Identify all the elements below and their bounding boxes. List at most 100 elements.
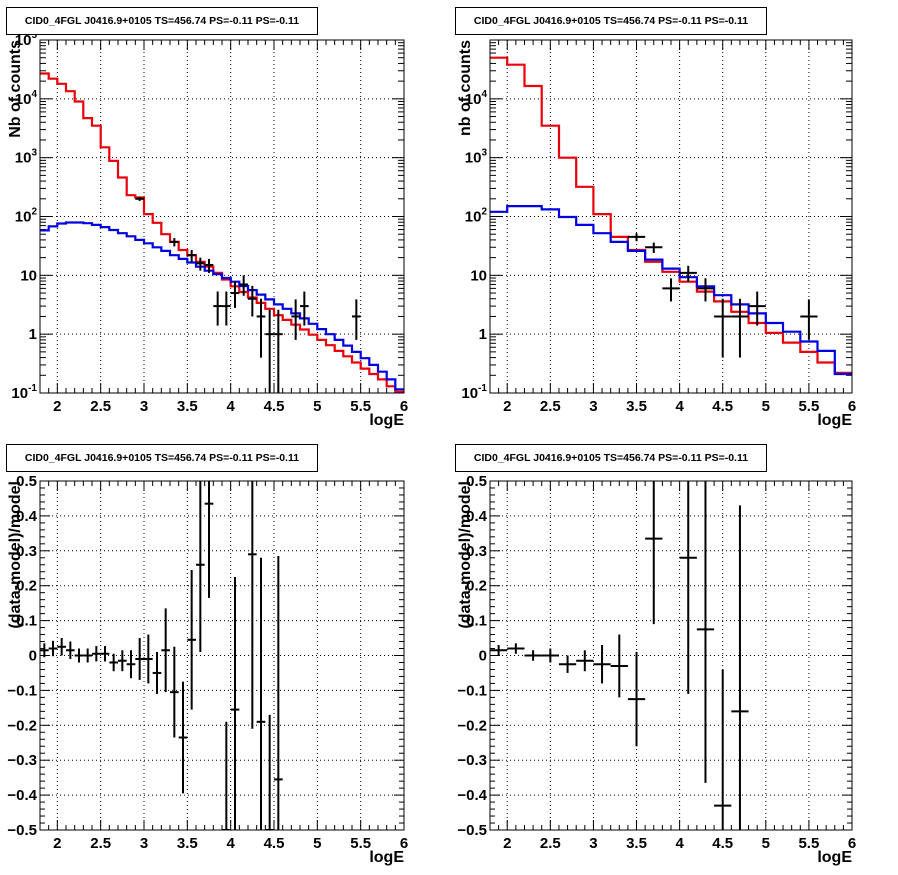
data-point: [126, 650, 136, 679]
y-axis-label: nb of counts: [457, 40, 474, 136]
y-tick-label: 0.5: [16, 473, 37, 490]
y-tick-label: −0.1: [7, 682, 37, 699]
y-tick-label: 0.1: [16, 613, 37, 630]
data-point: [593, 645, 611, 684]
data-point: [213, 291, 222, 326]
counts-panel-coarse-bins: 2 2.5 3 3.5 4 4.5 5 5.5 610-1110102103104logEnb …: [457, 39, 856, 429]
data-point: [524, 650, 542, 661]
x-tick-label: 6: [848, 835, 856, 852]
y-tick-label: 0.3: [16, 543, 37, 560]
y-tick-label: −0.3: [7, 752, 37, 769]
data-point: [222, 721, 231, 830]
data-point: [170, 238, 179, 247]
y-tick-label: 102: [15, 207, 38, 226]
x-tick-label: 4: [226, 398, 235, 415]
plot-area: [490, 481, 749, 830]
y-tick-label: 0: [29, 648, 37, 665]
y-tick-label: 0.4: [16, 508, 38, 525]
data-point: [204, 258, 214, 273]
y-axis-label: (data-model)/model: [457, 481, 474, 629]
data-point: [274, 556, 283, 830]
data-point: [300, 291, 309, 326]
x-tick-label: 2.5: [90, 398, 111, 415]
data-point: [144, 634, 153, 684]
x-tick-label: 5.5: [350, 835, 371, 852]
x-tick-label: 2: [53, 398, 61, 415]
data-point: [178, 681, 188, 794]
x-axis-label: logE: [817, 412, 852, 429]
y-tick-label: −0.3: [457, 752, 487, 769]
data-point: [256, 298, 266, 358]
x-tick-label: 3: [140, 398, 148, 415]
data-point: [696, 278, 715, 302]
y-axis-label: Nb of counts: [7, 40, 24, 138]
panel-title-bottom-right: CID0_4FGL J0416.9+0105 TS=456.74 PS=-0.1…: [455, 444, 767, 472]
data-point: [662, 278, 680, 302]
x-tick-label: 5.5: [798, 398, 819, 415]
x-tick-label: 4.5: [712, 835, 733, 852]
data-point: [507, 643, 525, 654]
data-point: [800, 299, 818, 340]
x-tick-label: 3.5: [626, 398, 647, 415]
background-model-histogram: [40, 221, 404, 391]
data-point: [610, 634, 628, 698]
x-tick-label: 5: [762, 398, 770, 415]
data-point: [187, 249, 196, 262]
data-point: [230, 576, 240, 830]
x-tick-label: 6: [400, 398, 408, 415]
x-tick-label: 4.5: [712, 398, 733, 415]
x-tick-label: 3.5: [177, 398, 198, 415]
panel-title-top-left: CID0_4FGL J0416.9+0105 TS=456.74 PS=-0.1…: [6, 7, 318, 35]
plot-area: [40, 481, 283, 830]
y-tick-label: 10-1: [461, 383, 487, 402]
data-point: [541, 648, 559, 663]
x-tick-label: 3: [589, 835, 597, 852]
y-axis-label: (data-model)/model: [7, 481, 24, 629]
data-point: [679, 265, 697, 283]
y-tick-label: 10-1: [11, 383, 37, 402]
data-point: [230, 281, 240, 308]
data-point: [256, 557, 266, 830]
plot-frame: [39, 39, 405, 394]
total-model-histogram: [490, 56, 852, 374]
x-tick-label: 5.5: [350, 398, 371, 415]
counts-panel-fine-bins: 2 2.5 3 3.5 4 4.5 5 5.5 610-1110102103104105logE…: [7, 30, 408, 429]
data-point: [291, 299, 300, 340]
data-point: [714, 298, 732, 358]
y-tick-label: 0.4: [466, 508, 488, 525]
data-point: [222, 291, 231, 326]
data-point: [490, 645, 508, 656]
x-tick-label: 2: [503, 398, 511, 415]
data-point: [679, 481, 697, 694]
data-point: [74, 648, 84, 663]
y-tick-label: 0.3: [466, 543, 487, 560]
x-tick-label: 3: [140, 835, 148, 852]
data-point: [109, 653, 118, 672]
x-tick-label: 2: [53, 835, 61, 852]
x-tick-label: 3.5: [626, 835, 647, 852]
panel-title-top-right: CID0_4FGL J0416.9+0105 TS=456.74 PS=-0.1…: [455, 7, 767, 35]
x-tick-label: 2.5: [540, 398, 561, 415]
x-tick-label: 4: [675, 835, 684, 852]
x-axis-label: logE: [817, 849, 852, 866]
plot-frame: [489, 39, 853, 394]
x-tick-label: 6: [848, 398, 856, 415]
data-point: [118, 650, 127, 672]
data-point: [248, 481, 257, 729]
y-tick-label: 0.2: [466, 578, 487, 595]
data-point: [748, 291, 766, 326]
data-point: [714, 669, 732, 830]
plot-area: [40, 72, 404, 393]
data-point: [196, 257, 205, 271]
data-point: [196, 481, 205, 653]
data-point: [170, 646, 179, 738]
data-point: [265, 714, 274, 830]
data-point: [352, 299, 361, 340]
x-tick-label: 2.5: [90, 835, 111, 852]
x-tick-label: 4.5: [264, 835, 285, 852]
y-tick-label: 0.2: [16, 578, 37, 595]
x-tick-label: 2: [503, 835, 511, 852]
total-model-histogram: [40, 72, 404, 393]
data-point: [152, 652, 162, 694]
x-tick-label: 5: [313, 835, 321, 852]
